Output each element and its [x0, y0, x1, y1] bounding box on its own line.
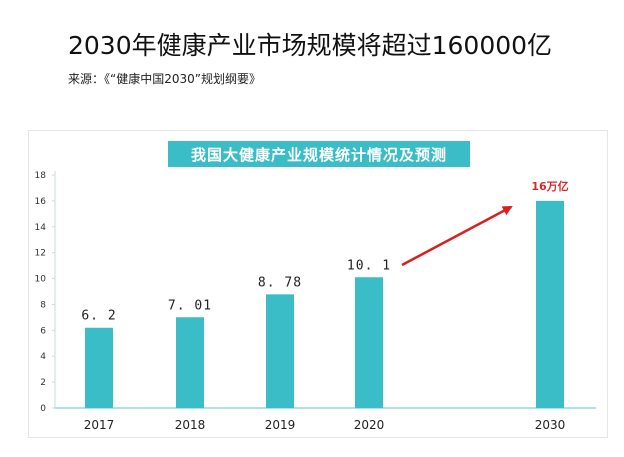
x-tick-label: 2017 [84, 418, 115, 432]
y-tick-label: 16 [35, 197, 47, 207]
data-label: 10. 1 [347, 258, 391, 273]
data-label: 8. 78 [258, 275, 302, 290]
bar-2018 [176, 317, 204, 408]
growth-arrow [401, 205, 513, 267]
chart-frame [28, 130, 608, 438]
x-tick-label: 2018 [175, 418, 206, 432]
y-tick-label: 2 [40, 378, 46, 388]
page-headline: 2030年健康产业市场规模将超过160000亿 [68, 31, 553, 60]
x-tick-label: 2020 [354, 418, 385, 432]
forecast-annotation: 16万亿 [531, 179, 568, 193]
x-tick-label: 2030 [535, 418, 566, 432]
y-tick-label: 18 [35, 171, 47, 181]
y-tick-label: 8 [40, 300, 46, 310]
x-tick-label: 2019 [265, 418, 296, 432]
chart-axes: 0 2 4 6 8 10 12 14 16 18 [35, 171, 596, 414]
y-tick-label: 4 [40, 352, 46, 362]
bar-2017 [85, 327, 113, 408]
y-tick-label: 0 [40, 404, 46, 414]
bar-2020 [355, 277, 383, 408]
chart-bars [85, 200, 564, 408]
data-label: 7. 01 [168, 298, 212, 313]
chart-title: 我国大健康产业规模统计情况及预测 [168, 141, 470, 167]
y-tick-label: 12 [35, 249, 46, 259]
chart-labels: 2017 6. 2 2018 7. 01 2019 8. 78 2020 10. 1 2030 1… [81, 179, 568, 432]
source-note: 来源：《“健康中国2030”规划纲要》 [68, 72, 261, 86]
y-tick-label: 6 [40, 326, 46, 336]
bar-2019 [266, 294, 294, 408]
bar-2030 [536, 200, 564, 408]
y-tick-label: 14 [35, 223, 47, 233]
y-tick-label: 10 [35, 275, 47, 285]
data-label: 6. 2 [81, 309, 116, 324]
